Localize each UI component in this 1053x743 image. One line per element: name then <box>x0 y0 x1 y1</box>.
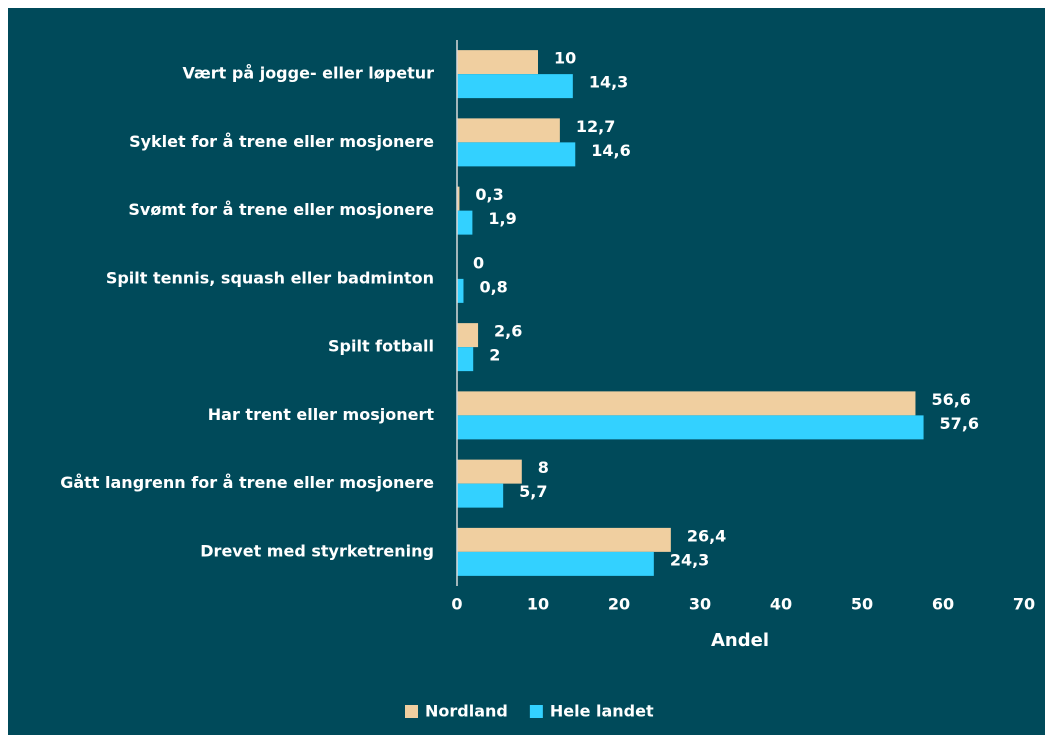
bar <box>457 118 560 143</box>
data-label: 12,7 <box>576 117 615 136</box>
bar <box>457 527 671 552</box>
x-tick-label: 40 <box>770 595 792 614</box>
data-label: 24,3 <box>670 550 709 569</box>
bar <box>457 347 474 372</box>
bar <box>457 391 916 416</box>
bar <box>457 483 504 508</box>
y-tick-label: Syklet for å trene eller mosjonere <box>129 132 434 151</box>
x-tick-label: 30 <box>689 595 711 614</box>
data-label: 1,9 <box>488 209 516 228</box>
data-label: 2,6 <box>494 322 522 341</box>
x-tick-label: 0 <box>451 595 462 614</box>
legend-swatch <box>405 705 418 718</box>
bar <box>457 74 573 99</box>
x-tick-label: 20 <box>608 595 630 614</box>
y-tick-label: Drevet med styrketrening <box>200 541 434 560</box>
legend-label: Hele landet <box>550 702 654 721</box>
data-label: 0 <box>473 253 484 272</box>
bar <box>457 186 460 211</box>
y-tick-label: Spilt tennis, squash eller badminton <box>106 268 434 287</box>
data-label: 0,3 <box>475 185 503 204</box>
data-label: 56,6 <box>931 390 970 409</box>
data-label: 5,7 <box>519 482 547 501</box>
x-axis-label: Andel <box>711 630 769 651</box>
x-tick-label: 70 <box>1013 595 1035 614</box>
x-tick-label: 50 <box>851 595 873 614</box>
data-label: 26,4 <box>687 526 726 545</box>
bar <box>457 551 654 576</box>
bar <box>457 415 924 440</box>
data-label: 8 <box>538 458 549 477</box>
bar <box>457 278 464 303</box>
bar <box>457 323 479 348</box>
bar <box>457 210 473 235</box>
legend-label: Nordland <box>425 702 508 721</box>
bar <box>457 142 576 167</box>
y-tick-label: Svømt for å trene eller mosjonere <box>128 200 434 219</box>
y-tick-label: Gått langrenn for å trene eller mosjoner… <box>60 473 434 492</box>
y-tick-label: Spilt fotball <box>328 337 434 356</box>
y-tick-label: Vært på jogge- eller løpetur <box>183 64 435 83</box>
data-label: 57,6 <box>940 414 979 433</box>
bar <box>457 459 522 484</box>
data-label: 10 <box>554 49 576 68</box>
x-tick-label: 10 <box>527 595 549 614</box>
data-label: 14,6 <box>591 141 630 160</box>
data-label: 14,3 <box>589 73 628 92</box>
data-label: 2 <box>489 346 500 365</box>
bar <box>457 50 538 75</box>
chart-background <box>8 8 1045 735</box>
y-tick-label: Har trent eller mosjonert <box>208 405 435 424</box>
data-label: 0,8 <box>479 277 507 296</box>
x-tick-label: 60 <box>932 595 954 614</box>
legend-swatch <box>529 705 543 718</box>
